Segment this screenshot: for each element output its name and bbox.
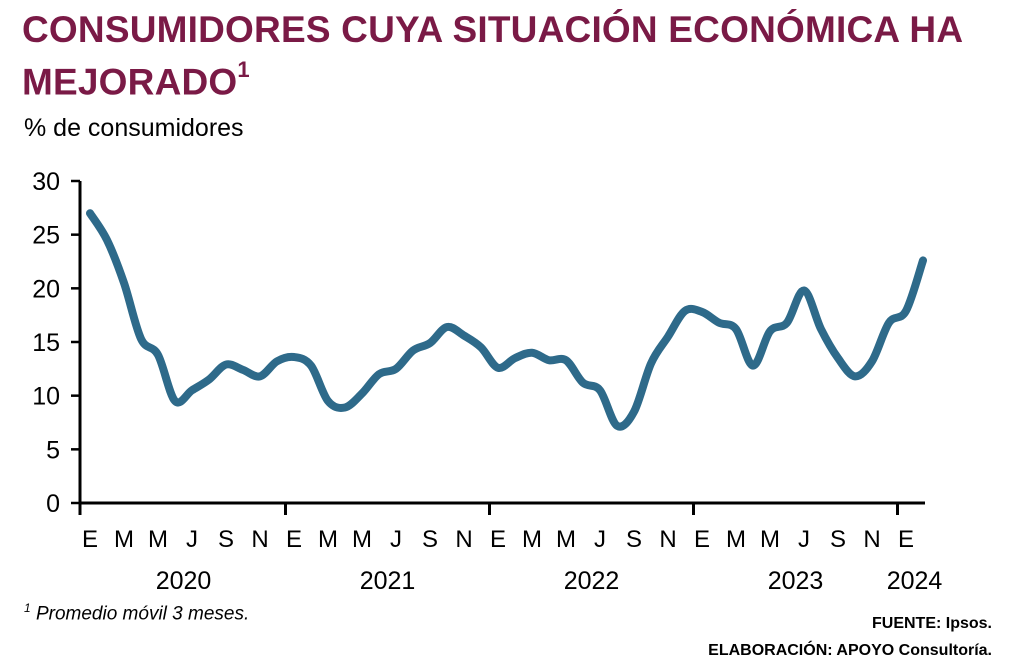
data-point: [240, 367, 246, 373]
x-tick-label: M: [318, 526, 338, 553]
data-point: [393, 366, 399, 372]
data-point: [223, 362, 229, 368]
data-point: [376, 371, 382, 377]
data-point: [257, 373, 263, 379]
data-point: [665, 334, 671, 340]
x-tick-label: E: [286, 526, 302, 553]
data-point: [801, 287, 807, 293]
data-point: [138, 336, 144, 342]
data-point: [529, 350, 535, 356]
data-point: [546, 357, 552, 363]
data-point: [172, 398, 178, 404]
year-label: 2020: [156, 567, 212, 595]
data-point: [835, 355, 841, 361]
data-point: [614, 423, 620, 429]
data-point: [597, 387, 603, 393]
x-tick-label: M: [352, 526, 372, 553]
data-point: [903, 308, 909, 314]
y-tick-label: 30: [32, 168, 60, 196]
footnote: 1 Promedio móvil 3 meses.: [24, 601, 249, 625]
title-superscript: 1: [237, 57, 250, 82]
series-line: [86, 209, 927, 431]
data-point: [104, 237, 110, 243]
data-point: [342, 404, 348, 410]
x-tick-label: E: [490, 526, 506, 553]
x-tick-label: S: [218, 526, 234, 553]
footnote-text: Promedio móvil 3 meses.: [30, 603, 250, 625]
data-point: [308, 363, 314, 369]
x-tick-label: M: [148, 526, 168, 553]
data-point: [750, 363, 756, 369]
data-point: [274, 358, 280, 364]
y-tick-label: 25: [32, 222, 60, 250]
data-point: [325, 398, 331, 404]
source-block: FUENTE: Ipsos. ELABORACIÓN: APOYO Consul…: [708, 610, 992, 664]
data-point: [206, 377, 212, 383]
data-point: [716, 320, 722, 326]
x-tick-label: E: [82, 526, 98, 553]
x-tick-label: N: [455, 526, 472, 553]
x-tick-label: M: [556, 526, 576, 553]
data-point: [733, 326, 739, 332]
data-point: [359, 391, 365, 397]
data-point: [478, 344, 484, 350]
data-point: [580, 380, 586, 386]
data-point: [648, 360, 654, 366]
y-tick-label: 0: [46, 490, 60, 518]
source-line: FUENTE: Ipsos.: [871, 615, 992, 632]
y-axis-unit-label: % de consumidores: [24, 114, 244, 142]
year-label: 2024: [887, 567, 943, 595]
data-point: [427, 340, 433, 346]
data-point: [869, 358, 875, 364]
y-tick-label: 20: [32, 275, 60, 303]
year-label: 2022: [564, 567, 620, 595]
data-point: [444, 324, 450, 330]
x-tick-label: N: [251, 526, 268, 553]
x-tick-label: M: [760, 526, 780, 553]
data-point: [461, 333, 467, 339]
data-point: [682, 308, 688, 314]
data-point: [852, 373, 858, 379]
y-tick-label: 5: [46, 436, 60, 464]
data-point: [410, 348, 416, 354]
chart-title: CONSUMIDORES CUYA SITUACIÓN ECONÓMICA HA…: [22, 8, 1012, 104]
x-tick-label: S: [422, 526, 438, 553]
data-point: [155, 352, 161, 358]
data-point: [563, 357, 569, 363]
year-label: 2021: [360, 567, 416, 595]
credit-line: ELABORACIÓN: APOYO Consultoría.: [708, 642, 992, 659]
x-tick-label: M: [522, 526, 542, 553]
data-point: [87, 210, 93, 216]
data-point: [121, 280, 127, 286]
data-point: [886, 320, 892, 326]
data-point: [631, 409, 637, 415]
x-tick-label: S: [830, 526, 846, 553]
x-tick-label: J: [798, 526, 810, 553]
x-tick-label: E: [898, 526, 914, 553]
x-tick-label: E: [694, 526, 710, 553]
y-tick-label: 15: [32, 329, 60, 357]
data-point: [784, 320, 790, 326]
year-label: 2023: [768, 567, 824, 595]
data-point: [291, 354, 297, 360]
data-point: [189, 387, 195, 393]
footnote-superscript: 1: [24, 601, 31, 615]
x-tick-label: J: [186, 526, 198, 553]
x-tick-label: M: [726, 526, 746, 553]
x-tick-label: N: [863, 526, 880, 553]
x-tick-label: N: [659, 526, 676, 553]
data-point: [767, 328, 773, 334]
data-point: [920, 257, 926, 263]
x-tick-label: S: [626, 526, 642, 553]
x-tick-label: J: [390, 526, 402, 553]
data-point: [495, 365, 501, 371]
data-point: [512, 355, 518, 361]
x-tick-label: M: [114, 526, 134, 553]
data-point: [818, 326, 824, 332]
data-point: [699, 309, 705, 315]
y-tick-label: 10: [32, 383, 60, 411]
chart-title-text: CONSUMIDORES CUYA SITUACIÓN ECONÓMICA HA…: [22, 9, 962, 103]
x-tick-label: J: [594, 526, 606, 553]
